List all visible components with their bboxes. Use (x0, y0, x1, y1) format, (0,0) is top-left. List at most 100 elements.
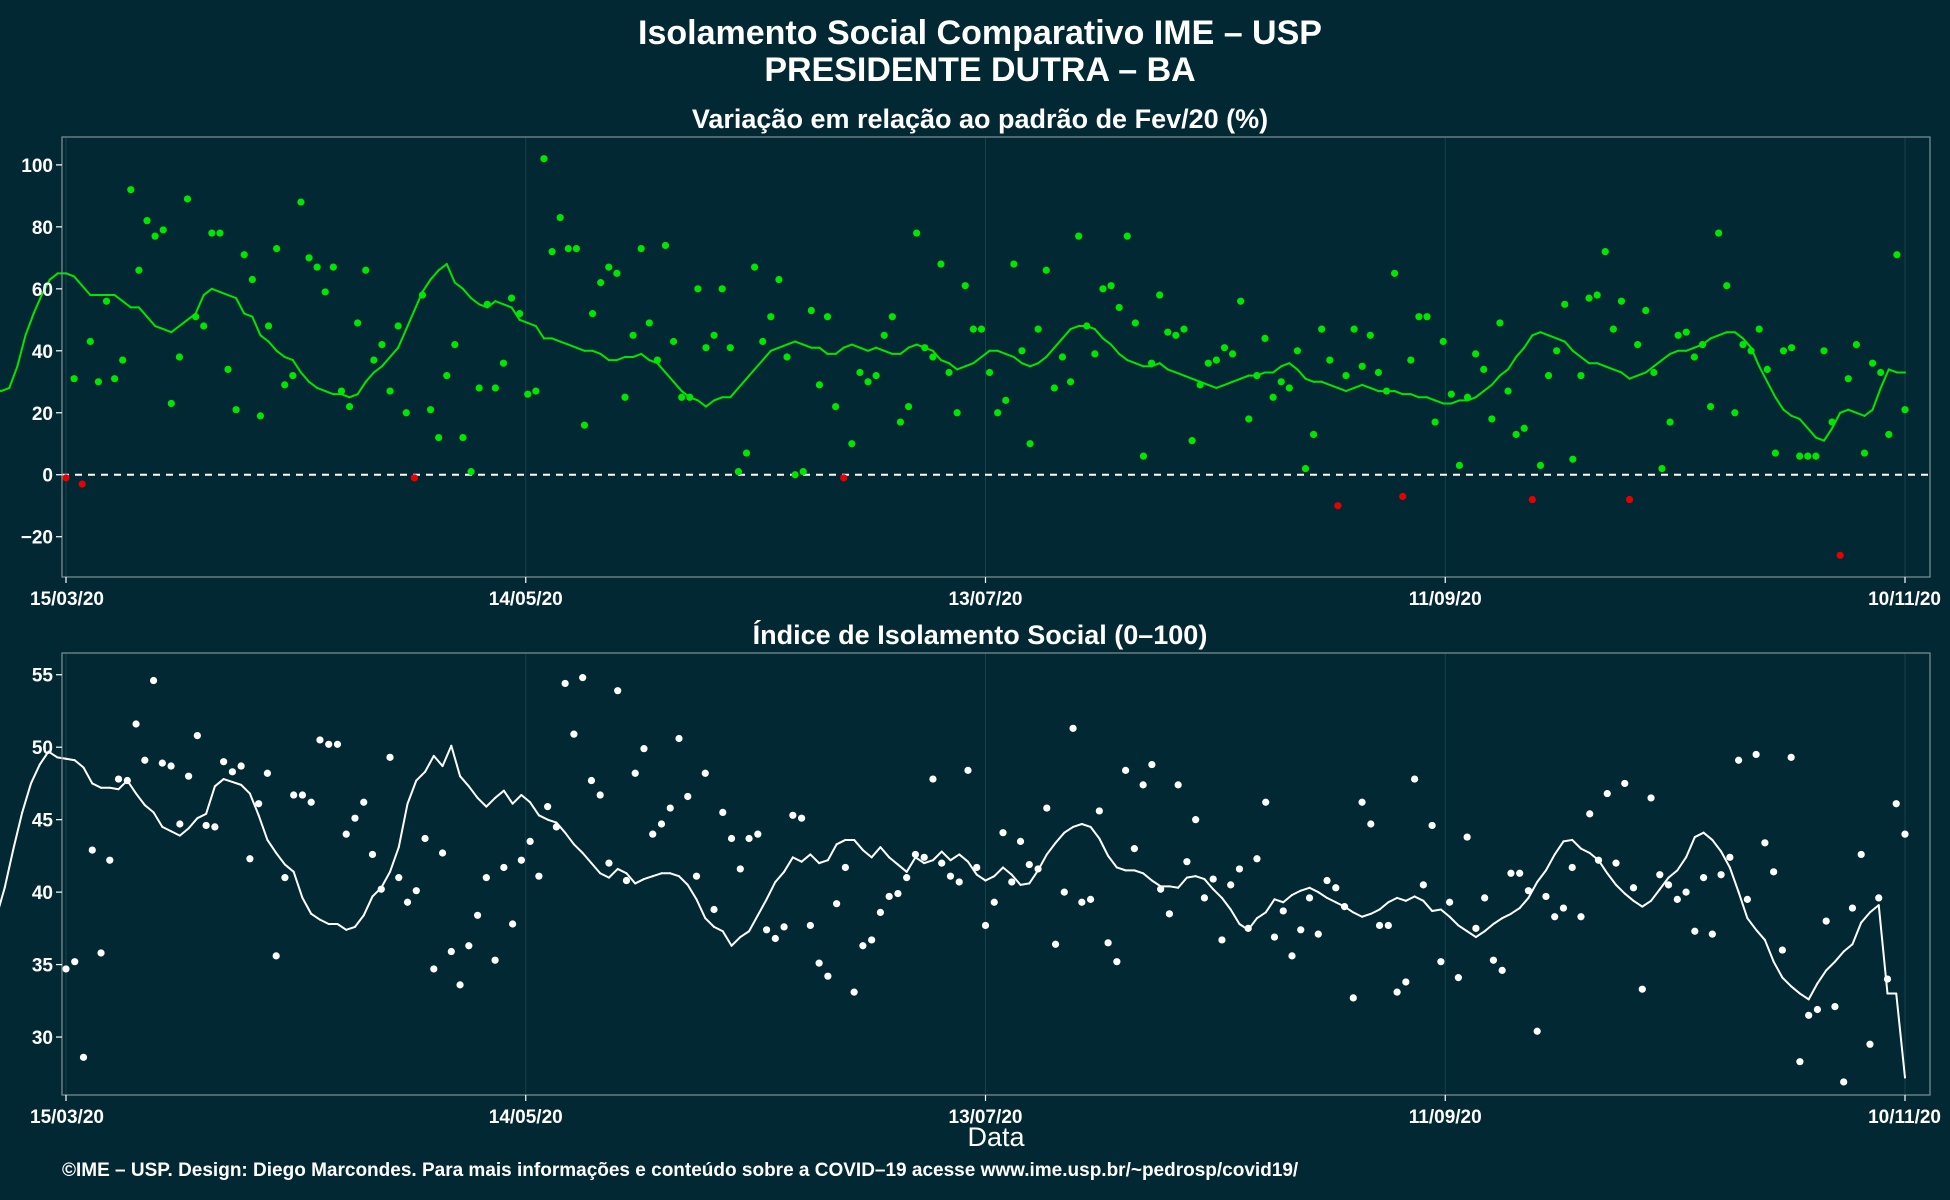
data-point (548, 248, 556, 256)
moving-average-segment (1174, 371, 1185, 377)
data-point (1122, 766, 1130, 774)
moving-average-segment (888, 856, 899, 866)
data-point (622, 876, 631, 885)
moving-average-segment (853, 838, 864, 852)
data-point (1209, 875, 1217, 883)
moving-average-segment (1772, 960, 1784, 979)
data-point (1480, 365, 1488, 373)
data-point (1391, 269, 1399, 277)
moving-average-segment (1531, 331, 1542, 337)
data-point (848, 440, 856, 448)
x-tick-label: 14/05/20 (489, 1107, 563, 1128)
moving-average-segment (883, 349, 894, 355)
data-point (1428, 821, 1436, 830)
y-tick-label: 60 (32, 280, 53, 301)
moving-average-segment (38, 750, 50, 766)
moving-average-segment (783, 856, 794, 873)
data-point (475, 384, 483, 392)
moving-average-segment (1709, 334, 1720, 340)
data-point (368, 850, 377, 859)
moving-average-segment (721, 930, 733, 947)
data-point (921, 344, 929, 352)
data-point (1755, 325, 1763, 333)
moving-average-segment (1304, 377, 1315, 383)
data-point (298, 791, 307, 799)
moving-average-segment (16, 334, 27, 368)
moving-average-segment (1291, 889, 1302, 897)
moving-average-segment (575, 346, 586, 352)
moving-average-segment (227, 294, 238, 300)
moving-average-segment (445, 263, 456, 284)
data-point (726, 344, 734, 352)
moving-average-segment (1868, 904, 1880, 914)
data-point (1717, 871, 1725, 879)
moving-average-segment (993, 866, 1005, 878)
moving-average-segment (1142, 872, 1153, 882)
moving-average-segment (1229, 908, 1241, 925)
moving-average-segment (1098, 837, 1110, 857)
moving-average-segment (135, 792, 146, 807)
data-point (1715, 229, 1723, 237)
moving-average-segment (196, 812, 208, 820)
moving-average-segment (980, 349, 991, 358)
data-point (1577, 913, 1585, 921)
data-point (1551, 913, 1559, 921)
moving-average-segment (1280, 362, 1291, 368)
moving-average-segment (1150, 879, 1162, 888)
moving-average-segment (1863, 408, 1874, 417)
data-point (403, 898, 412, 906)
moving-average-segment (170, 830, 181, 837)
moving-average-segment (178, 827, 190, 837)
moving-average-segment (324, 390, 335, 396)
data-point (211, 823, 219, 831)
moving-average-segment (1523, 334, 1534, 349)
data-point (832, 402, 840, 411)
data-point (1086, 895, 1095, 903)
moving-average-segment (537, 814, 549, 821)
data-point (535, 872, 543, 880)
data-point (561, 679, 569, 688)
data-point (1156, 291, 1164, 299)
data-point (1025, 860, 1033, 869)
moving-average-segment (511, 794, 523, 805)
moving-average-segment (218, 290, 230, 297)
data-point (386, 753, 394, 761)
moving-average-segment (441, 744, 453, 768)
moving-average-segment (1072, 823, 1083, 828)
y-tick-label: 80 (32, 218, 53, 239)
data-point (377, 885, 385, 893)
data-point (684, 792, 692, 801)
moving-average-segment (1002, 866, 1013, 876)
data-point (1139, 781, 1147, 789)
data-point (953, 409, 961, 417)
data-point (1164, 328, 1172, 336)
data-point (443, 371, 451, 380)
data-point (631, 769, 639, 777)
moving-average-segment (1053, 337, 1064, 349)
data-point (859, 942, 867, 950)
moving-average-segment (786, 340, 797, 346)
data-point (1812, 452, 1820, 460)
data-point (1293, 347, 1302, 355)
moving-average-segment (1720, 850, 1731, 869)
data-point (1393, 988, 1401, 996)
moving-average-segment (914, 856, 926, 865)
moving-average-segment (21, 782, 32, 814)
moving-average-segment (791, 856, 803, 863)
data-point (132, 720, 140, 728)
moving-average-segment (551, 337, 562, 343)
data-point (149, 676, 158, 685)
y-tick-label: −20 (21, 528, 53, 549)
x-tick-label: 11/09/20 (1409, 1107, 1482, 1128)
data-point (1559, 904, 1568, 912)
data-point (637, 244, 645, 253)
moving-average-segment (1393, 390, 1404, 396)
data-point (1650, 368, 1658, 377)
data-point (824, 972, 832, 980)
data-point (742, 449, 751, 457)
moving-average-segment (526, 321, 537, 328)
moving-average-segment (40, 278, 51, 297)
data-point (1314, 930, 1322, 938)
moving-average-segment (1839, 408, 1850, 414)
